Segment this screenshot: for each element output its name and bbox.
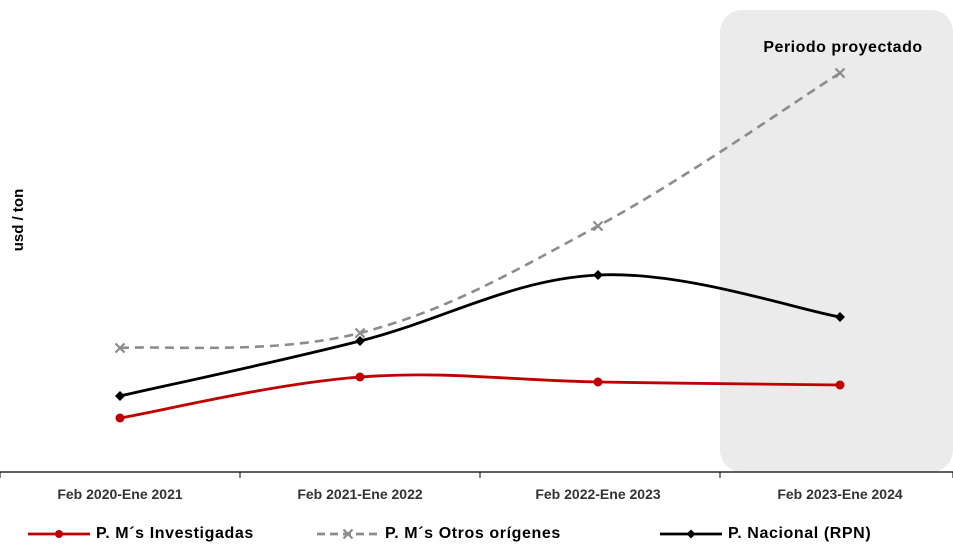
legend-label: P. M´s Investigadas — [96, 525, 254, 543]
data-point-marker — [594, 222, 603, 231]
x-tick-label: Feb 2021-Ene 2022 — [297, 486, 423, 502]
data-point-marker — [594, 378, 603, 387]
data-point-marker — [55, 530, 63, 538]
line-chart: Periodo proyectado usd / ton Feb 2020-En… — [0, 0, 953, 520]
y-axis-label: usd / ton — [10, 189, 27, 252]
x-tick-label: Feb 2023-Ene 2024 — [777, 486, 903, 502]
legend-swatch — [28, 527, 90, 541]
legend-swatch — [317, 527, 379, 541]
legend-swatch — [660, 527, 722, 541]
x-tick-label: Feb 2020-Ene 2021 — [57, 486, 183, 502]
data-point-marker — [115, 391, 125, 401]
data-point-marker — [836, 381, 845, 390]
legend-item: P. M´s Investigadas — [28, 522, 254, 546]
legend: P. M´s Investigadas P. M´s Otros orígenes… — [0, 522, 953, 546]
projected-period-label: Periodo proyectado — [763, 39, 922, 56]
data-point-marker — [356, 373, 365, 382]
data-point-marker — [593, 270, 603, 280]
projected-period-shade — [720, 10, 953, 472]
x-tick-label: Feb 2022-Ene 2023 — [535, 486, 661, 502]
data-point-marker — [687, 530, 696, 539]
legend-label: P. M´s Otros orígenes — [385, 525, 561, 543]
legend-item: P. M´s Otros orígenes — [317, 522, 561, 546]
data-point-marker — [116, 414, 125, 423]
legend-item: P. Nacional (RPN) — [660, 522, 871, 546]
legend-label: P. Nacional (RPN) — [728, 525, 871, 543]
